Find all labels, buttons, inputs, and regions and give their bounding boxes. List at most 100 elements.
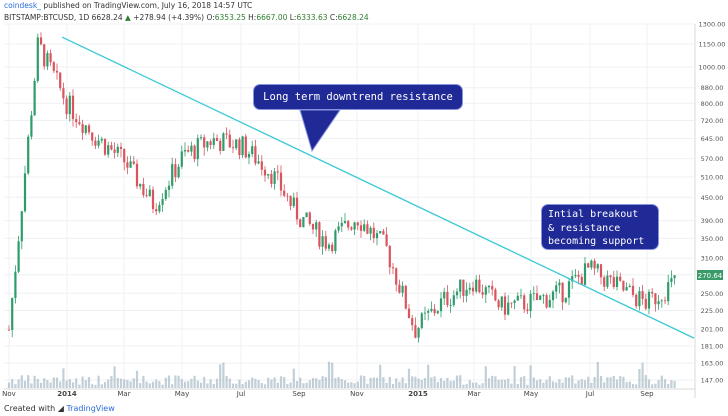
candle-body bbox=[545, 295, 548, 308]
candle-body bbox=[449, 305, 452, 306]
y-tick-label: 450.00 bbox=[701, 194, 724, 202]
candle-body bbox=[199, 137, 203, 139]
volume-bar bbox=[363, 375, 366, 388]
candle-body bbox=[84, 125, 87, 133]
candle-body bbox=[17, 241, 20, 272]
candle-body bbox=[225, 133, 228, 135]
volume-bar bbox=[420, 379, 423, 388]
candle-body bbox=[641, 291, 644, 299]
y-tick-label: 570.00 bbox=[701, 155, 724, 163]
high-value: 6667.00 bbox=[256, 13, 288, 22]
volume-bar bbox=[337, 376, 340, 388]
candle-body bbox=[279, 172, 283, 191]
candle-body bbox=[651, 291, 654, 294]
volume-bar bbox=[46, 380, 49, 388]
candle-body bbox=[654, 293, 657, 305]
candle-body bbox=[180, 151, 183, 167]
candle-body bbox=[401, 285, 404, 293]
volume-bar bbox=[350, 382, 353, 388]
volume-bar bbox=[222, 362, 225, 388]
candle-body bbox=[174, 164, 177, 178]
candle-body bbox=[334, 230, 337, 252]
volume-bar bbox=[215, 378, 219, 388]
y-tick-label: 1150.00 bbox=[699, 41, 726, 49]
candle-body bbox=[606, 275, 609, 287]
candle-body bbox=[612, 277, 615, 287]
callout-pointer bbox=[299, 109, 341, 153]
volume-bar bbox=[427, 364, 430, 388]
volume-bar bbox=[462, 384, 465, 388]
volume-bar bbox=[657, 380, 660, 388]
volume-bar bbox=[139, 383, 142, 388]
candle-body bbox=[571, 276, 574, 282]
candle-body bbox=[407, 308, 411, 319]
volume-bar bbox=[244, 381, 247, 388]
candle-body bbox=[487, 285, 491, 288]
candle-body bbox=[276, 171, 279, 173]
candle-body bbox=[155, 209, 158, 212]
change-up-icon: ▲ bbox=[125, 13, 131, 22]
tradingview-logo-icon: ◢ bbox=[57, 404, 64, 413]
breakout-line-1: Intial breakout bbox=[548, 209, 639, 220]
volume-bar bbox=[583, 380, 587, 388]
candle-body bbox=[670, 278, 673, 283]
y-tick-label: 720.00 bbox=[701, 117, 724, 125]
volume-bar bbox=[321, 376, 324, 388]
candle-body bbox=[148, 189, 151, 197]
candle-body bbox=[59, 72, 62, 89]
symbol-infobar: BITSTAMP:BTCUSD, 1D 6628.24 ▲ +278.94 (+… bbox=[0, 12, 728, 24]
candle-body bbox=[433, 308, 436, 314]
candle-body bbox=[65, 98, 68, 115]
volume-bar bbox=[331, 362, 334, 388]
candle-body bbox=[167, 185, 171, 190]
volume-bar bbox=[436, 382, 439, 388]
candle-body bbox=[583, 263, 587, 285]
candle-body bbox=[519, 295, 523, 297]
volume-bar bbox=[187, 381, 190, 388]
publisher-link[interactable]: coindesk_ bbox=[4, 1, 41, 10]
volume-bar bbox=[295, 381, 299, 388]
volume-bar bbox=[123, 379, 126, 388]
volume-bar bbox=[612, 375, 615, 388]
volume-bar bbox=[510, 383, 513, 388]
volume-bar bbox=[619, 376, 622, 388]
volume-bar bbox=[129, 381, 132, 388]
volume-bar bbox=[375, 377, 379, 388]
candle-body bbox=[337, 226, 340, 231]
volume-bar bbox=[196, 380, 199, 388]
candle-body bbox=[660, 300, 663, 302]
candle-body bbox=[286, 195, 289, 197]
volume-bar bbox=[414, 376, 417, 388]
volume-bar bbox=[33, 375, 36, 388]
candle-body bbox=[215, 138, 219, 141]
y-tick-label: 390.00 bbox=[701, 217, 724, 225]
candle-body bbox=[30, 115, 33, 137]
volume-bar bbox=[513, 366, 516, 388]
volume-bar bbox=[638, 368, 641, 388]
candle-body bbox=[580, 276, 583, 285]
candle-body bbox=[270, 173, 273, 184]
candle-body bbox=[625, 287, 628, 291]
published-text: published on TradingView.com, July 16, 2… bbox=[43, 1, 253, 10]
candle-body bbox=[555, 285, 558, 292]
volume-bar bbox=[155, 379, 158, 388]
volume-bar bbox=[62, 368, 65, 388]
volume-bar bbox=[228, 378, 231, 388]
candle-body bbox=[628, 285, 631, 288]
candle-body bbox=[513, 300, 516, 304]
volume-bar bbox=[257, 380, 260, 388]
volume-bar bbox=[11, 379, 14, 388]
tradingview-link[interactable]: TradingView bbox=[66, 404, 115, 413]
candle-body bbox=[71, 95, 75, 120]
candle-body bbox=[23, 173, 27, 212]
candle-body bbox=[190, 145, 193, 152]
candle-body bbox=[561, 282, 564, 303]
candle-body bbox=[139, 183, 142, 187]
volume-bar bbox=[193, 375, 196, 388]
volume-bar bbox=[548, 376, 551, 388]
candle-body bbox=[459, 279, 462, 292]
volume-bar bbox=[180, 379, 183, 388]
volume-bar bbox=[407, 368, 411, 388]
candle-body bbox=[596, 264, 599, 269]
volume-bar bbox=[535, 380, 539, 388]
